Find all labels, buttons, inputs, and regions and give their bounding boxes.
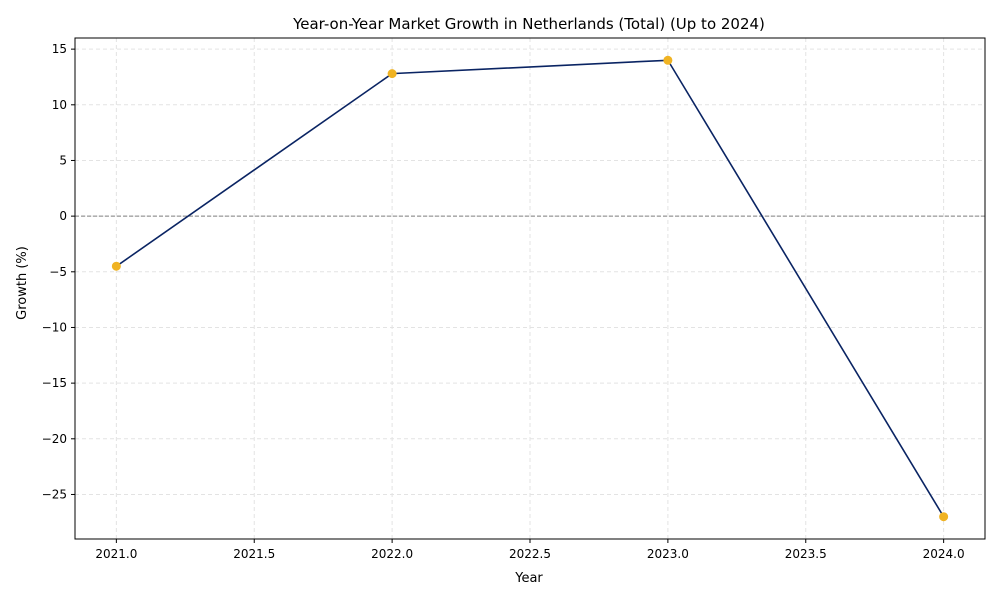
grid-lines: [75, 38, 985, 539]
y-tick-label: 10: [52, 98, 67, 112]
x-axis-ticks: 2021.0 2021.5 2022.0 2022.5 2023.0 2023.5 2024…: [95, 539, 965, 561]
x-tick-label: 2021.5: [233, 547, 275, 561]
data-point-marker: [111, 261, 121, 271]
data-point-marker: [663, 55, 673, 65]
x-tick-label: 2023.0: [647, 547, 689, 561]
x-tick-label: 2022.5: [509, 547, 551, 561]
y-axis-ticks: 15 10 5 0 −5 −10 −15 −20 −25: [42, 42, 75, 501]
y-tick-label: 5: [59, 153, 67, 167]
x-tick-label: 2024.0: [923, 547, 965, 561]
y-tick-label: 15: [52, 42, 67, 56]
x-tick-label: 2021.0: [95, 547, 137, 561]
y-tick-label: −10: [42, 320, 67, 334]
plot-area-frame: [74, 37, 986, 540]
data-point-marker: [387, 69, 397, 79]
chart-title: Year-on-Year Market Growth in Netherland…: [292, 15, 765, 33]
y-tick-label: −20: [42, 432, 67, 446]
y-tick-label: −5: [49, 265, 67, 279]
y-tick-label: −25: [42, 487, 67, 501]
series-layer: [111, 55, 949, 522]
x-tick-label: 2023.5: [785, 547, 827, 561]
data-point-marker: [939, 512, 949, 522]
x-axis-label: Year: [514, 571, 543, 586]
y-axis-label: Growth (%): [15, 246, 30, 320]
series-line: [115, 59, 945, 518]
y-tick-label: 0: [59, 209, 67, 223]
y-tick-label: −15: [42, 376, 67, 390]
x-tick-label: 2022.0: [371, 547, 413, 561]
